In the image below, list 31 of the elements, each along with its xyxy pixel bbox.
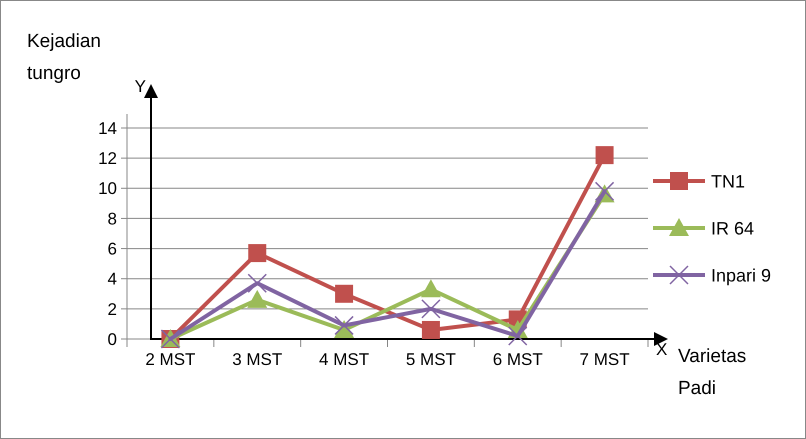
y-tick-label: 0 xyxy=(108,330,117,349)
y-tick-label: 14 xyxy=(98,118,117,138)
x-tick-label: 2 MST xyxy=(145,350,196,369)
text: Y xyxy=(134,77,146,96)
y-tick-label: 12 xyxy=(98,149,117,168)
y-tick-label: 4 xyxy=(108,270,117,289)
point xyxy=(422,320,440,339)
x-tick-label: 4 MST xyxy=(319,350,370,369)
point xyxy=(420,279,441,298)
legend-label: IR 64 xyxy=(711,218,754,238)
x-tick-label: 5 MST xyxy=(406,350,456,369)
point xyxy=(248,273,267,293)
x-tick-label: 6 MST xyxy=(492,350,543,369)
legend-label: TN1 xyxy=(711,171,746,192)
x-axis-title: Varietas Padi xyxy=(678,346,746,399)
point xyxy=(335,284,354,303)
y-tick-label: 10 xyxy=(98,179,117,198)
point xyxy=(248,244,266,262)
y-tick-label: 8 xyxy=(108,209,117,228)
text: X xyxy=(656,340,668,359)
point xyxy=(508,326,528,346)
legend-label: Inpari 9 xyxy=(711,265,772,286)
y-tick-label: 6 xyxy=(108,240,117,259)
x-tick-label: 3 MST xyxy=(232,350,282,369)
point xyxy=(421,299,441,319)
point xyxy=(334,316,354,336)
x-tick-label: 7 MST xyxy=(580,350,630,369)
y-tick-label: 2 xyxy=(108,300,117,319)
y-axis-title: Kejadian tungro xyxy=(27,31,101,84)
point xyxy=(247,290,268,308)
point xyxy=(596,146,614,164)
